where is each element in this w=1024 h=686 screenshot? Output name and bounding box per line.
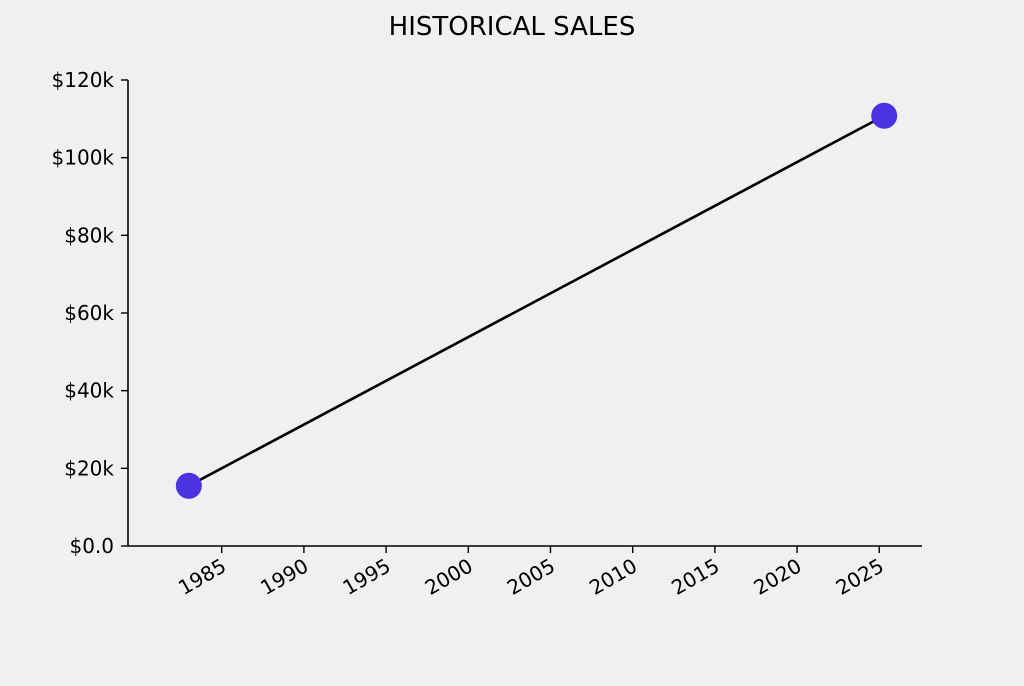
x-tick-label: 2005 xyxy=(503,554,559,600)
x-tick-label: 2020 xyxy=(749,554,805,600)
series-layer xyxy=(175,102,898,499)
x-tick-label: 2010 xyxy=(585,554,641,600)
data-point xyxy=(175,472,202,499)
data-point xyxy=(871,102,898,129)
axes: $0.0 $20k $40k $60k $80k $100k $120k 1985 1990 19… xyxy=(52,68,922,600)
y-tick-label: $40k xyxy=(64,379,114,403)
x-tick-label: 1990 xyxy=(256,554,312,600)
x-tick-label: 1985 xyxy=(174,554,230,600)
x-tick-label: 2025 xyxy=(832,554,888,600)
y-tick-label: $120k xyxy=(52,68,115,92)
series-line xyxy=(188,114,885,487)
y-tick-label: $20k xyxy=(64,456,114,480)
x-tick-label: 1995 xyxy=(339,554,395,600)
y-tick-label: $100k xyxy=(52,146,115,170)
chart-title: HISTORICAL SALES xyxy=(389,12,636,42)
y-tick-label: $60k xyxy=(64,301,114,325)
y-tick-label: $80k xyxy=(64,223,114,247)
y-tick-label: $0.0 xyxy=(69,534,114,558)
x-tick-label: 2015 xyxy=(667,554,723,600)
x-tick-label: 2000 xyxy=(421,554,477,600)
